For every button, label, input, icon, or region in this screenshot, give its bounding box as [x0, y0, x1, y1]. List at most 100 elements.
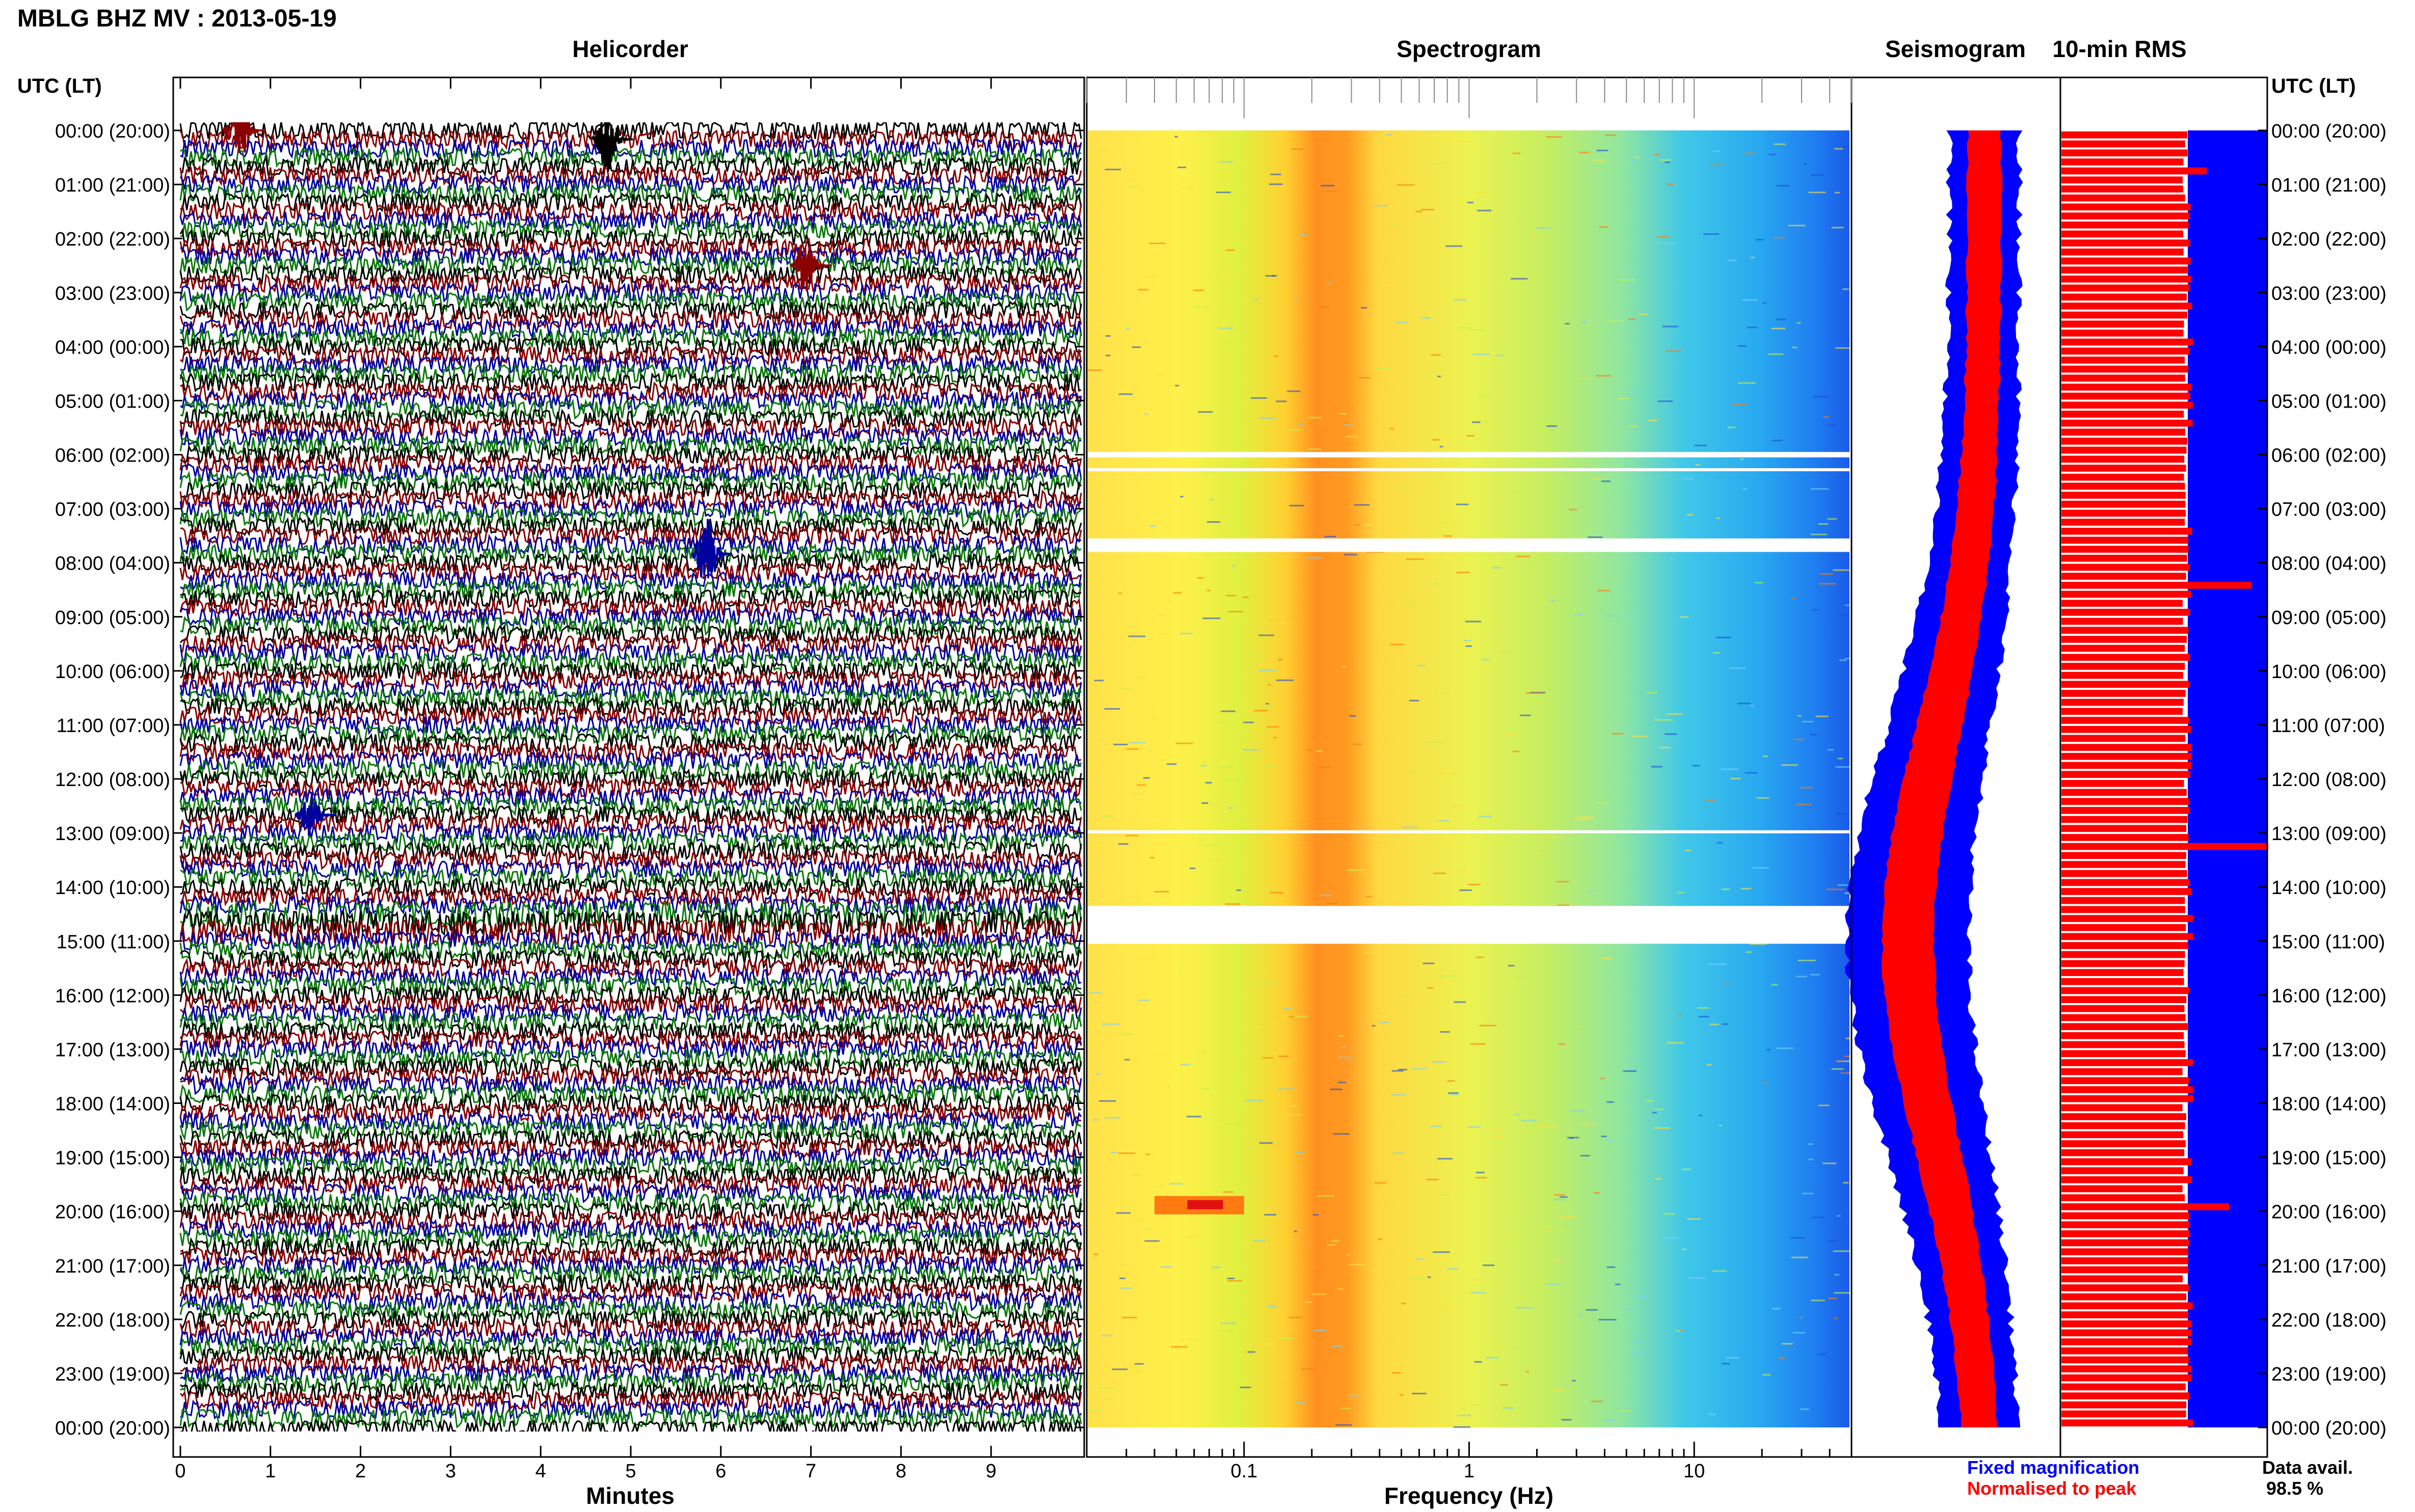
- time-label-right: 09:00 (05:00): [2271, 607, 2386, 629]
- spectrogram-texture: [1126, 748, 1139, 750]
- spectrogram-texture: [1385, 134, 1392, 136]
- spectrogram-texture: [1088, 369, 1103, 371]
- spectrogram-texture: [1220, 721, 1232, 723]
- spectrogram-texture: [1278, 1375, 1285, 1378]
- spectrogram-texture: [1341, 666, 1346, 668]
- spectrogram-texture: [1800, 1408, 1809, 1410]
- helicorder-trace: [179, 1290, 1082, 1312]
- time-label-right: 23:00 (19:00): [2271, 1364, 2386, 1385]
- spectrogram-texture: [1118, 393, 1133, 395]
- spectrogram-texture: [1456, 503, 1469, 505]
- spectrogram-texture: [1572, 1380, 1576, 1382]
- spectrogram-texture: [1808, 192, 1826, 194]
- spectrogram-texture: [1530, 233, 1538, 235]
- rms-bar: [2061, 320, 2184, 328]
- legend-fixed-magnification: Fixed magnification: [1967, 1457, 2139, 1478]
- spectrogram-texture: [1521, 982, 1525, 984]
- spectrogram-texture: [1370, 277, 1377, 279]
- time-label-left: 04:00 (00:00): [55, 337, 170, 358]
- spectrogram-texture: [1791, 1256, 1808, 1258]
- spectrogram-texture: [1433, 583, 1439, 585]
- spectrogram-texture: [1721, 768, 1739, 770]
- time-label-left: 12:00 (08:00): [55, 769, 170, 791]
- spectrogram-texture: [1475, 1172, 1485, 1174]
- spectrogram-texture: [1536, 852, 1545, 854]
- spectrogram-texture: [1118, 592, 1122, 595]
- spectrogram-texture: [1325, 902, 1338, 904]
- spectrogram-texture: [1346, 1254, 1350, 1256]
- spectrogram-texture: [1145, 1153, 1150, 1155]
- spectrogram-texture: [1804, 163, 1807, 165]
- spectrogram-texture: [1470, 1043, 1486, 1045]
- helicorder-trace: [179, 993, 1082, 1015]
- spectrogram-texture: [1502, 1407, 1514, 1409]
- spectrogram-texture: [1397, 1367, 1414, 1369]
- helicorder-trace: [179, 813, 1082, 835]
- helicorder-trace: [180, 335, 1082, 358]
- helicorder-trace: [180, 632, 1082, 655]
- spectrogram-texture: [1812, 1217, 1824, 1219]
- spectrogram-texture: [1132, 346, 1141, 348]
- spectrogram-texture: [1605, 134, 1616, 136]
- spectrogram-texture: [1597, 802, 1608, 804]
- spectrogram-texture: [1205, 782, 1212, 784]
- spectrogram-texture: [1630, 1352, 1644, 1354]
- spectrogram-texture: [1727, 426, 1735, 428]
- spectrogram-texture: [1698, 1016, 1709, 1018]
- spectrogram-texture: [1831, 227, 1844, 229]
- spectrogram-texture: [1504, 734, 1515, 736]
- rms-bar: [2061, 1302, 2193, 1310]
- spectrogram-texture: [1810, 974, 1820, 976]
- spectrogram-texture: [1776, 1047, 1793, 1049]
- spectrogram-texture: [1430, 163, 1447, 165]
- spectrogram-texture: [1844, 658, 1849, 660]
- spectrogram-texture: [1330, 1240, 1340, 1242]
- spectrogram-texture: [1331, 1345, 1343, 1347]
- spectrogram-texture: [1088, 899, 1097, 901]
- spectrogram-texture: [1406, 558, 1424, 560]
- rms-bar: [2061, 563, 2190, 571]
- spectrogram-texture: [1508, 1346, 1521, 1348]
- spectrogram-texture: [1545, 1283, 1560, 1285]
- spectrogram-texture: [1283, 1114, 1302, 1116]
- spectrogram-texture: [1390, 224, 1398, 226]
- rms-bar: [2061, 311, 2187, 319]
- spectrogram-texture: [1270, 173, 1281, 175]
- spectrogram-texture: [1243, 721, 1254, 723]
- spectrogram-texture: [1773, 236, 1785, 238]
- spectrogram-texture: [1423, 962, 1435, 964]
- rms-bar: [2061, 257, 2191, 265]
- spectrogram-texture: [1105, 335, 1111, 337]
- rms-bar: [2061, 1113, 2186, 1120]
- spectrogram-texture: [1363, 952, 1376, 954]
- spectrogram-texture: [1686, 514, 1694, 516]
- rms-bar: [2061, 1320, 2192, 1328]
- spectrogram-texture: [1316, 750, 1323, 752]
- helicorder-trace: [179, 425, 1082, 448]
- spectrogram-gap: [1088, 906, 1849, 944]
- spectrogram-texture: [1177, 167, 1186, 169]
- spectrogram-texture: [1099, 1354, 1106, 1356]
- helicorder-x-tick-label: 7: [806, 1461, 816, 1482]
- spectrogram-texture: [1515, 1114, 1520, 1116]
- spectrogram-texture: [1333, 1133, 1350, 1135]
- spectrogram-texture: [1738, 345, 1747, 347]
- spectrogram-texture: [1183, 1236, 1194, 1238]
- spectrogram-texture: [1628, 318, 1635, 320]
- spectrogram-texture: [1612, 733, 1624, 735]
- spectrogram-texture: [1382, 716, 1387, 718]
- spectrogram-texture: [1415, 210, 1423, 212]
- spectrogram-texture: [1439, 975, 1455, 977]
- helicorder-frame: [172, 76, 1085, 1458]
- rms-bar: [2061, 527, 2192, 535]
- rms-bar: [2061, 302, 2192, 310]
- spectrogram-texture: [1358, 376, 1371, 379]
- spectrogram-texture: [1835, 347, 1849, 349]
- spectrogram-texture: [1796, 976, 1807, 978]
- spectrogram-texture: [1556, 881, 1569, 883]
- helicorder-trace: [179, 173, 1082, 196]
- helicorder-trace: [180, 398, 1082, 421]
- spectrogram-texture: [1459, 889, 1472, 891]
- spectrogram-texture: [1344, 554, 1357, 556]
- spectrogram-texture: [1321, 895, 1332, 897]
